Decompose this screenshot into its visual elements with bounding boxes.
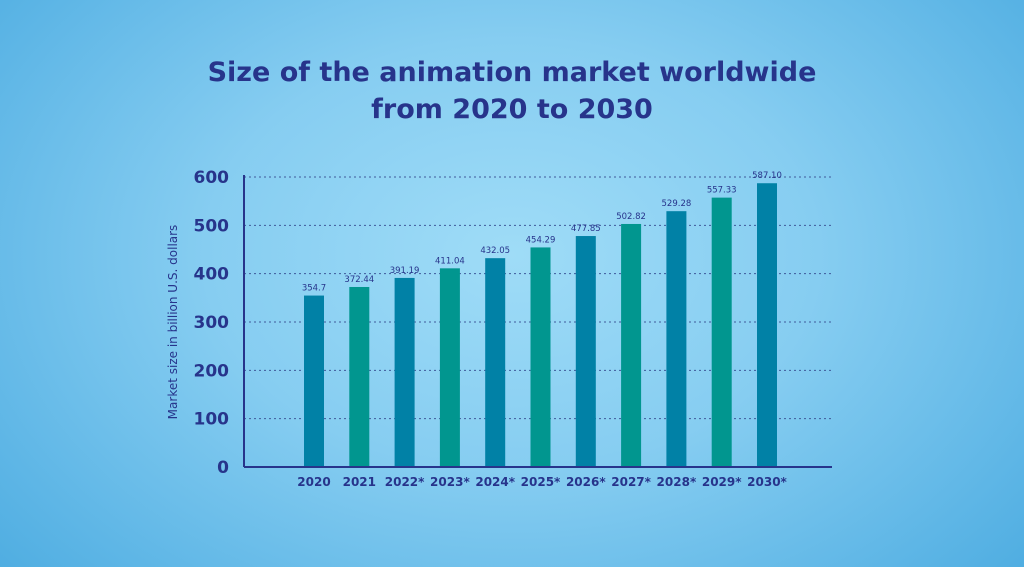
y-tick-label: 200 xyxy=(194,361,230,381)
bar xyxy=(394,277,415,467)
x-tick-label: 2022* xyxy=(385,475,425,489)
y-tick-label: 500 xyxy=(194,216,230,236)
y-axis-label: Market size in billion U.S. dollars xyxy=(166,225,180,420)
chart-title: Size of the animation market worldwide f… xyxy=(0,54,1024,128)
x-tick-label: 2020 xyxy=(297,475,330,489)
bar xyxy=(666,211,687,467)
y-axis-ticks: 0 100 200 300 400 500 600 xyxy=(194,168,230,478)
bar-value-labels: 354.7 372.44 391.19 411.04 432.05 454.29 477.8… xyxy=(302,171,782,293)
x-tick-label: 2023* xyxy=(430,475,470,489)
bar-value-label: 354.7 xyxy=(302,284,326,294)
x-tick-label: 2021 xyxy=(343,475,376,489)
x-tick-label: 2025* xyxy=(521,475,561,489)
bar xyxy=(439,268,460,467)
x-tick-label: 2029* xyxy=(702,475,742,489)
bar-value-label: 432.05 xyxy=(480,246,510,256)
bar xyxy=(711,197,732,467)
y-tick-label: 0 xyxy=(217,458,229,478)
bar-value-label: 587.10 xyxy=(752,171,782,181)
bar-value-label: 411.04 xyxy=(435,256,465,266)
bar xyxy=(621,223,642,467)
bar-value-label: 502.82 xyxy=(616,212,646,222)
x-tick-label: 2026* xyxy=(566,475,606,489)
bar xyxy=(530,247,551,467)
chart-title-line-2: from 2020 to 2030 xyxy=(371,94,653,125)
y-tick-label: 600 xyxy=(194,168,230,188)
gridlines xyxy=(244,176,832,420)
x-tick-label: 2028* xyxy=(657,475,697,489)
y-tick-label: 400 xyxy=(194,265,230,285)
bars xyxy=(304,183,777,468)
bar-value-label: 454.29 xyxy=(526,235,556,245)
bar xyxy=(757,183,777,468)
x-tick-label: 2027* xyxy=(611,475,651,489)
bar-value-label: 477.85 xyxy=(571,224,601,234)
x-axis-ticks: 2020 2021 2022* 2023* 2024* 2025* 2026* 2027* 20… xyxy=(297,475,787,489)
bar xyxy=(485,258,506,467)
y-tick-label: 100 xyxy=(194,410,230,430)
bar xyxy=(575,236,596,467)
x-tick-label: 2024* xyxy=(475,475,515,489)
y-tick-label: 300 xyxy=(194,313,230,333)
bar-value-label: 372.44 xyxy=(344,275,374,285)
bar-value-label: 529.28 xyxy=(662,199,692,209)
bar-value-label: 557.33 xyxy=(707,186,737,196)
chart-title-line-1: Size of the animation market worldwide xyxy=(207,57,817,88)
bar xyxy=(304,295,324,467)
x-tick-label: 2030* xyxy=(747,475,787,489)
bar-value-label: 391.19 xyxy=(390,266,420,276)
bar xyxy=(349,286,370,467)
